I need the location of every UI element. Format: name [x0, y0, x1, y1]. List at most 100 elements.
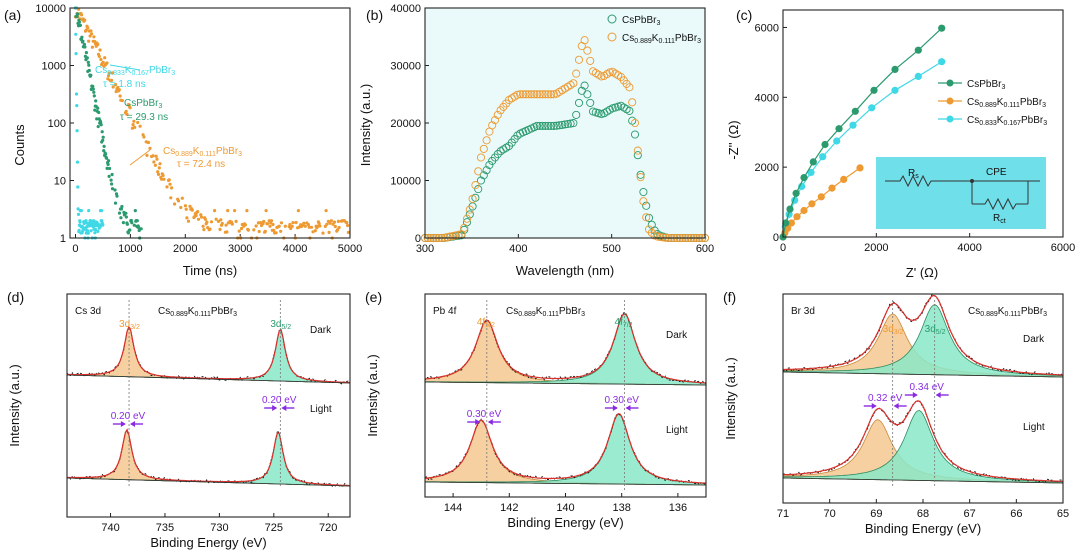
panel-a-point — [290, 224, 294, 228]
panel-a-point — [110, 172, 114, 177]
panel-b-point — [541, 121, 550, 130]
panel-a-point — [120, 204, 124, 209]
panel-c-frame — [782, 9, 1064, 238]
panel-c-legend-3: Cs0.833K0.167PbBr3 — [967, 115, 1047, 127]
panel-a-point — [76, 212, 81, 216]
panel-d-peak-label-2: 3d5/2 — [270, 319, 291, 331]
panel-a-point — [224, 223, 228, 227]
panel-b-point — [474, 167, 483, 176]
panel-c-legend-marker-3 — [946, 115, 954, 123]
panel-a-point — [105, 156, 109, 160]
panel-a-point — [186, 219, 191, 223]
panel-a-orange-label: Cs0.889K0.111PbBr3 — [163, 146, 242, 158]
panel-d-ylabel: Intensity (a.u.) — [7, 364, 22, 446]
panel-b-point — [518, 90, 528, 99]
panel-a-point — [89, 229, 93, 233]
panel-a-label: (a) — [4, 7, 21, 23]
panel-a-point — [110, 71, 114, 75]
panel-a-point — [167, 178, 171, 182]
panel-c-point — [938, 58, 946, 66]
panel-d-light-label: Light — [310, 404, 332, 415]
panel-a-point — [124, 215, 128, 219]
panel-a-point — [246, 228, 250, 232]
panel-a-point — [332, 220, 337, 224]
panel-a-point — [96, 42, 100, 47]
panel-e-label: (e) — [365, 289, 382, 305]
panel-a-xtick-label: 3000 — [228, 243, 252, 255]
panel-a-point — [86, 26, 90, 30]
panel-a-point — [279, 229, 283, 233]
panel-c-point — [856, 164, 864, 172]
panel-a-point — [333, 224, 337, 229]
panel-b-point — [586, 98, 595, 107]
panel-c-point — [787, 219, 796, 227]
panel-a-point — [324, 209, 328, 213]
panel-a-point — [203, 217, 207, 221]
panel-f-light-envelope-curve — [782, 400, 1064, 482]
panel-a-point — [107, 71, 111, 75]
panel-a-cyan-tau: τ = 1.8 ns — [103, 79, 146, 90]
panel-a-point — [118, 94, 122, 98]
panel-a-point — [279, 221, 284, 225]
panel-a-green-tau: τ = 29.3 ns — [120, 112, 168, 123]
panel-a-point — [87, 39, 91, 43]
panel-c-ytick-label: 2000 — [755, 162, 779, 174]
panel-c-point — [800, 206, 808, 215]
panel-a-point — [180, 196, 184, 200]
panel-e-xlabel: Binding Energy (eV) — [507, 515, 623, 530]
panel-e-light-label: Light — [666, 425, 688, 436]
panel-a-point — [190, 208, 194, 212]
panel-a-point — [209, 220, 214, 224]
panel-a-point — [108, 166, 112, 171]
panel-a-point — [89, 29, 93, 33]
panel-a-point — [152, 160, 156, 164]
panel-b-ytick-label: 0 — [415, 233, 421, 245]
panel-e-light-envelope-curve — [424, 413, 707, 484]
panel-a-point — [106, 74, 111, 78]
panel-a-point — [131, 123, 135, 127]
panel-a-point — [87, 209, 91, 213]
panel-a-point — [313, 229, 317, 233]
panel-c-xtick-label: 6000 — [1051, 242, 1075, 254]
panel-c-ytick-label: 4000 — [755, 92, 779, 104]
panel-a-point — [183, 204, 187, 208]
panel-f-xtick-label: 71 — [777, 508, 789, 520]
panel-a-ytick-label: 100 — [48, 118, 66, 130]
panel-c-ytick-label: 0 — [773, 232, 779, 244]
panel-f: (f) Intensity (a.u.) Binding Energy (eV) 71… — [723, 289, 1069, 536]
panel-a-point — [93, 108, 97, 112]
panel-a-point — [145, 153, 149, 157]
panel-a-point — [102, 149, 106, 153]
panel-d-dark-envelope-curve — [67, 325, 351, 384]
panel-a-point — [263, 229, 267, 233]
panel-a-point — [155, 157, 159, 161]
panel-e-xtick-label: 144 — [444, 502, 462, 514]
panel-b-point — [653, 232, 662, 241]
panel-a-point — [115, 194, 119, 198]
panel-b-point — [625, 106, 634, 115]
panel-a-point — [87, 68, 91, 73]
panel-a-point — [327, 230, 331, 234]
panel-b-ticks: 300 400 500 600 0 10000 20000 30000 40000 — [390, 3, 714, 255]
panel-f-shift-arrowhead — [871, 403, 877, 409]
panel-e-light-raw-curve — [424, 413, 707, 485]
panel-d-light-raw-curve — [66, 429, 351, 487]
panel-a-point — [336, 219, 340, 223]
panel-c-point — [817, 193, 825, 201]
panel-a-point — [75, 14, 79, 18]
panel-b-point — [532, 121, 542, 130]
panel-c-point — [849, 121, 857, 129]
panel-a-point — [237, 229, 241, 233]
panel-e: (e)Intensity (a.u.)Binding Energy (eV)14… — [365, 289, 707, 530]
panel-a-point — [262, 219, 266, 224]
panel-d: (d) Intensity (a.u.) Binding Energy (eV) 74… — [7, 289, 351, 550]
panel-c-ylabel: -Z'' (Ω) — [726, 120, 741, 159]
panel-f-dark-raw-curve — [782, 294, 1064, 377]
panel-a-point — [94, 99, 98, 103]
panel-a-point — [169, 196, 173, 200]
panel-b-point — [476, 176, 486, 185]
panel-a-point — [75, 129, 79, 133]
panel-b-point — [572, 69, 581, 78]
panel-e-xtick-label: 140 — [556, 502, 574, 514]
